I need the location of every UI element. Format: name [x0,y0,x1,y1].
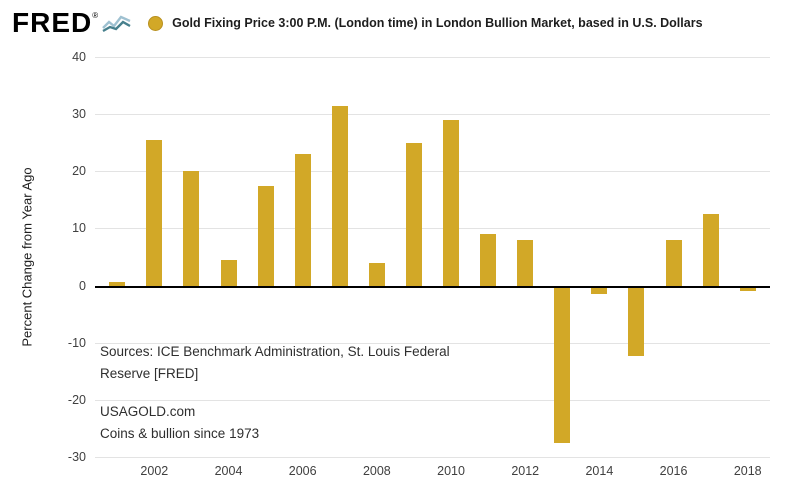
sources-line2: Reserve [FRED] [100,365,199,381]
x-tick-label-2018: 2018 [733,464,762,478]
x-tick-label-2014: 2014 [585,464,614,478]
x-tick-label-2002: 2002 [140,464,169,478]
gridline-y-20 [95,171,770,173]
bar-2010[interactable] [443,119,460,286]
x-tick-label-2012: 2012 [511,464,540,478]
bar-2018[interactable] [739,285,756,292]
y-axis-title: Percent Change from Year Ago [19,167,35,347]
bar-2014[interactable] [591,285,608,295]
gridline-y-10 [95,228,770,230]
bar-2015[interactable] [628,285,645,356]
y-tick-label-30: 30 [72,107,86,122]
x-tick-label-2008: 2008 [362,464,391,478]
bar-2008[interactable] [368,262,385,286]
bar-2017[interactable] [702,214,719,286]
gridline-y-30 [95,114,770,116]
bar-2012[interactable] [517,239,534,286]
sources-note: Sources: ICE Benchmark Administration, S… [100,341,450,384]
chart-title: Gold Fixing Price 3:00 P.M. (London time… [172,16,703,30]
registered-mark: ® [92,10,99,20]
credit-line2: Coins & bullion since 1973 [100,425,260,441]
bar-2009[interactable] [405,142,422,286]
y-tick-label--30: -30 [67,450,86,464]
fred-logo[interactable]: FRED ® [12,6,132,38]
gridline-y--10 [95,342,770,344]
credit-line1: USAGOLD.com [100,404,196,419]
bar-2002[interactable] [146,139,163,286]
x-tick-label-2016: 2016 [659,464,688,478]
bar-2016[interactable] [665,239,682,286]
credit-note: USAGOLD.com Coins & bullion since 1973 [100,401,259,444]
series-legend-dot-icon [148,15,164,31]
chart-header: FRED ® Gold Fixing Price 3:00 P.M. (Lond… [0,0,800,42]
bar-2003[interactable] [183,171,200,286]
y-tick-label--20: -20 [67,392,86,407]
zero-axis-line [95,285,770,288]
x-tick-label-2010: 2010 [437,464,465,478]
bar-2001[interactable] [109,282,126,286]
y-tick-label-10: 10 [72,221,86,236]
bar-2005[interactable] [257,185,274,286]
bar-2007[interactable] [331,105,348,286]
bar-2013[interactable] [554,285,571,443]
y-tick-label-20: 20 [72,164,86,179]
gridline-y-40 [95,57,770,58]
x-tick-label-2006: 2006 [288,464,317,478]
bar-2004[interactable] [220,259,237,286]
bar-2011[interactable] [480,234,497,286]
y-tick-label-0: 0 [79,278,86,293]
y-tick-label--10: -10 [67,335,86,350]
x-tick-label-2004: 2004 [214,464,243,478]
y-tick-label-40: 40 [72,50,86,64]
plot-area: 40 30 20 10 0 -10 -20 -30 2002 2004 2006 2008 2010 20… [68,50,770,478]
gridline-y--30 [95,457,770,458]
fred-logo-text: FRED [12,6,93,38]
fred-logo-chart-icon [102,13,132,38]
sources-line1: Sources: ICE Benchmark Administration, S… [100,344,450,359]
bar-2006[interactable] [294,154,311,286]
gridline-y--20 [95,399,770,401]
